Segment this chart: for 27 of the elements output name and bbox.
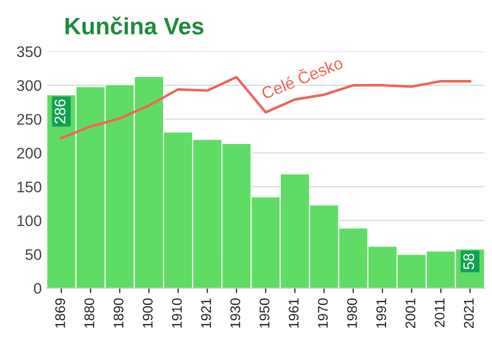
chart-title: Kunčina Ves — [66, 16, 204, 35]
data-label: 58 — [463, 254, 474, 270]
x-tick-label: 1980 — [347, 298, 357, 328]
data-label: 286 — [54, 99, 66, 124]
x-tick-label: 1890 — [114, 298, 124, 328]
x-tick-label: 1930 — [230, 298, 240, 328]
x-tick-label: 2021 — [464, 298, 474, 328]
text: Celé Česko — [260, 54, 344, 100]
y-tick-label: 300 — [16, 80, 42, 91]
y-tick-label: 350 — [16, 46, 42, 58]
x-tick-label: 1921 — [201, 298, 212, 328]
y-tick-label: 150 — [18, 182, 42, 192]
x-tick-label: 1880 — [84, 298, 94, 328]
y-tick-label: 100 — [18, 215, 42, 226]
y-tick-label: 250 — [17, 114, 42, 125]
x-tick-label: 1961 — [288, 298, 299, 328]
y-tick-label: 50 — [26, 249, 42, 260]
x-tick-label: 1950 — [260, 298, 270, 328]
y-tick-label: 200 — [17, 148, 42, 159]
x-tick-label: 1869 — [55, 298, 66, 328]
x-tick-label: 2011 — [434, 298, 445, 328]
x-tick-label: 1991 — [376, 298, 386, 328]
y-tick-label: 0 — [34, 282, 42, 294]
x-tick-label: 1910 — [172, 298, 182, 328]
x-tick-label: 1900 — [142, 298, 153, 328]
x-tick-label: 1970 — [318, 298, 328, 328]
x-tick-label: 2001 — [406, 298, 416, 328]
